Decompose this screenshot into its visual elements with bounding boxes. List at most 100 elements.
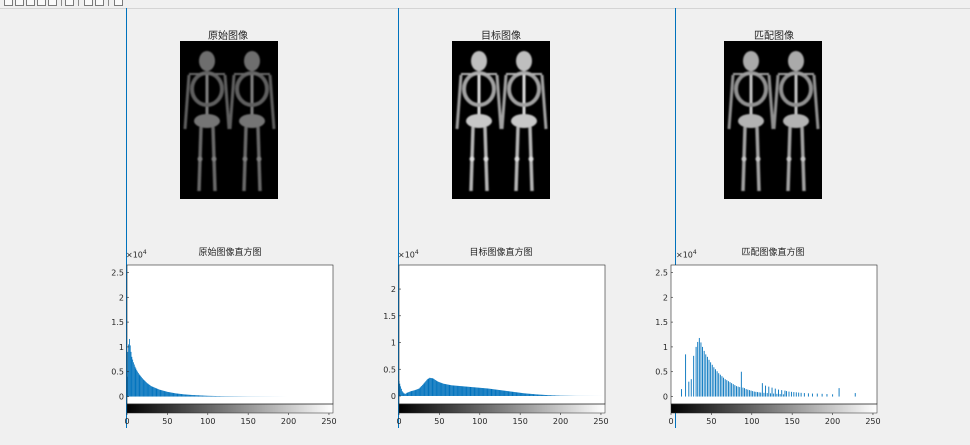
histogram-bar <box>431 378 433 396</box>
x-tick-label: 0 <box>396 417 401 426</box>
histogram-bar <box>437 381 439 396</box>
histogram-bar <box>479 387 481 396</box>
histogram-bar <box>182 394 184 397</box>
histogram-bar <box>457 385 459 396</box>
open-icon[interactable] <box>15 0 24 6</box>
histogram-bar <box>426 379 428 396</box>
spine <box>205 71 209 117</box>
histogram-bar <box>173 393 175 397</box>
datatip-icon[interactable] <box>95 0 104 6</box>
histogram-bar <box>423 383 425 396</box>
save-icon[interactable] <box>26 0 35 6</box>
histogram-bar <box>403 393 405 396</box>
histogram-bar <box>424 382 426 396</box>
histogram-bar <box>747 389 749 397</box>
histogram-bar <box>727 381 729 397</box>
histogram-bar <box>685 354 687 397</box>
spine <box>477 71 481 117</box>
histogram-bar <box>441 383 443 396</box>
histogram-bar <box>180 394 182 397</box>
histogram-bar <box>515 392 517 396</box>
histogram-bar <box>832 394 834 397</box>
histogram-bar <box>436 381 438 396</box>
histogram-bar <box>517 392 519 396</box>
histogram-bar <box>159 389 161 397</box>
histogram-bar <box>422 384 424 396</box>
rotate-icon[interactable] <box>114 0 123 6</box>
histogram-bar <box>166 391 168 397</box>
histogram-bar <box>408 392 410 396</box>
histogram-bar <box>446 384 448 396</box>
histogram-bar <box>158 389 159 397</box>
zoom-icon[interactable] <box>65 0 74 6</box>
histogram-bar <box>766 393 768 397</box>
new-icon[interactable] <box>4 0 13 6</box>
histogram-bar <box>499 390 501 396</box>
histogram-bar <box>739 387 741 397</box>
skull <box>244 51 260 71</box>
print-icon[interactable] <box>37 0 46 6</box>
histogram-bar <box>793 392 795 397</box>
histogram-bar <box>206 395 208 397</box>
histogram-bar <box>520 392 522 396</box>
pelvis <box>239 114 265 128</box>
matched-image-title: 匹配图像 <box>754 31 794 42</box>
histogram-bar <box>471 387 473 396</box>
histogram-bar <box>171 392 172 397</box>
histogram-bar <box>208 395 209 397</box>
histogram-bar <box>195 395 197 397</box>
histogram-bar <box>698 337 700 397</box>
histogram-bar <box>440 382 442 396</box>
histogram-bar <box>505 390 507 396</box>
pelvis <box>738 114 764 128</box>
histogram-bar <box>170 392 172 397</box>
histogram-bar <box>510 391 512 396</box>
histogram-bar <box>708 359 710 397</box>
pan-icon[interactable] <box>84 0 93 6</box>
histogram-bar <box>201 395 203 397</box>
matched-histogram: 0 0.5 1 1.5 2 2.5 0 50 100 150 200 250 <box>655 264 881 426</box>
histogram-bar <box>455 385 457 396</box>
histogram-bar <box>478 387 480 396</box>
histogram-bar <box>541 394 543 396</box>
histogram-bar <box>166 391 167 397</box>
histogram-bar <box>533 394 535 396</box>
histogram-bars <box>126 338 289 397</box>
histogram-bar <box>199 395 201 397</box>
histogram-bar <box>459 386 460 396</box>
histogram-bar <box>438 381 439 396</box>
histogram-bar <box>547 395 549 396</box>
histogram-bar <box>821 393 823 397</box>
histogram-bar <box>445 384 447 396</box>
histogram-bar <box>483 388 485 396</box>
histogram-bar <box>133 362 134 397</box>
toolbar-separator <box>61 0 62 6</box>
histogram-bar <box>551 395 553 396</box>
histogram-bar <box>129 338 130 397</box>
histogram-bar <box>528 393 530 396</box>
histogram-bar <box>711 364 713 397</box>
spine <box>250 71 254 117</box>
skull <box>199 51 215 71</box>
histogram-bar <box>509 391 511 396</box>
histogram-bar <box>137 371 138 397</box>
plot-area <box>671 265 877 404</box>
histogram-bar <box>681 389 683 397</box>
histogram-bar <box>401 388 402 396</box>
histogram-bar <box>476 387 478 396</box>
right-knee <box>256 156 262 162</box>
histogram-bar <box>461 386 463 396</box>
histogram-bar <box>798 392 800 397</box>
select-icon[interactable] <box>48 0 57 6</box>
histogram-bar <box>768 386 770 397</box>
histogram-bar <box>724 379 726 397</box>
x-tick-label: 0 <box>124 417 129 426</box>
skeleton-anterior <box>727 51 775 192</box>
histogram-bar <box>179 393 180 397</box>
histogram-bar <box>411 390 413 396</box>
histogram-bar <box>452 385 454 396</box>
histogram-bar <box>213 395 215 397</box>
histogram-bar <box>736 386 737 397</box>
matched-image <box>724 41 822 199</box>
histogram-bar <box>190 394 192 397</box>
